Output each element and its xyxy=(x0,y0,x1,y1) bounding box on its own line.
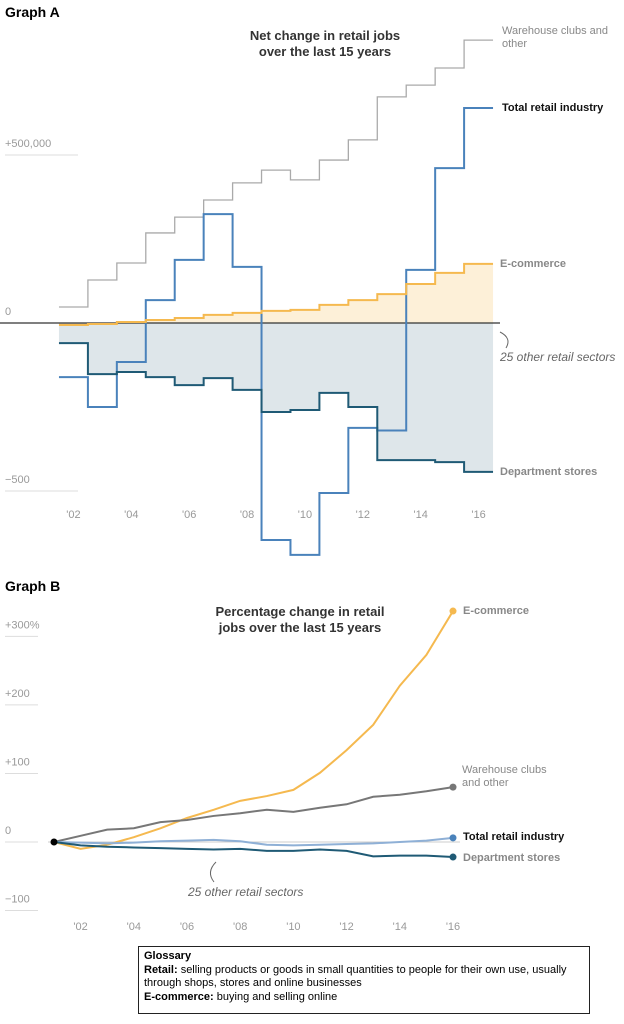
x-tick-label: '16 xyxy=(471,509,485,521)
end-dot xyxy=(449,834,457,842)
glossary-text: buying and selling online xyxy=(216,990,338,1003)
step-line xyxy=(58,262,494,327)
annotation: 25 other retail sectors xyxy=(188,885,304,899)
y-tick-label: +300% xyxy=(5,619,40,631)
series-label: Department stores xyxy=(463,852,561,864)
end-dot xyxy=(449,607,457,615)
series-label: Warehouse clubs and other xyxy=(462,764,547,789)
x-tick-label: '16 xyxy=(446,921,460,933)
chart-title: Net change in retail jobs over the last … xyxy=(249,28,401,59)
step-line xyxy=(58,106,494,556)
y-tick-label: 0 xyxy=(5,825,11,837)
chart-heading: Graph A xyxy=(5,4,60,20)
x-tick-label: '08 xyxy=(240,509,254,521)
x-tick-label: '04 xyxy=(124,509,138,521)
x-tick-label: '08 xyxy=(233,921,247,933)
line xyxy=(53,610,454,850)
glossary: Glossary Retail: selling products or goo… xyxy=(138,946,590,1014)
step-line xyxy=(58,342,494,473)
glossary-text: selling products or goods in small quant… xyxy=(144,963,567,990)
chart-heading: Graph B xyxy=(5,578,61,594)
area xyxy=(58,263,494,326)
x-tick-label: '10 xyxy=(286,921,300,933)
line xyxy=(53,786,454,843)
x-tick-label: '14 xyxy=(393,921,407,933)
series-label: E-commerce xyxy=(500,258,567,270)
x-tick-label: '12 xyxy=(356,509,370,521)
glossary-term: E-commerce: xyxy=(144,990,214,1003)
x-tick-label: '04 xyxy=(127,921,141,933)
x-tick-label: '06 xyxy=(180,921,194,933)
start-dot xyxy=(50,838,58,846)
end-dot xyxy=(449,783,457,791)
line xyxy=(53,836,454,847)
glossary-entry: Retail: selling products or goods in sma… xyxy=(144,964,584,991)
x-tick-label: '06 xyxy=(182,509,196,521)
series-label: Total retail industry xyxy=(463,831,565,843)
glossary-title: Glossary xyxy=(144,950,192,962)
x-tick-label: '02 xyxy=(73,921,87,933)
area xyxy=(58,323,494,472)
series-label: Warehouse clubs and other xyxy=(502,25,608,50)
end-dot xyxy=(449,853,457,861)
glossary-term: Retail: xyxy=(144,963,178,976)
series-label: Total retail industry xyxy=(502,102,604,114)
y-tick-label: +100 xyxy=(5,756,30,768)
step-line xyxy=(58,39,494,308)
annotation-arrow xyxy=(499,331,509,349)
chart-title: Percentage change in retail jobs over th… xyxy=(215,604,385,635)
y-tick-label: −100 xyxy=(5,894,30,906)
glossary-entry: E-commerce: buying and selling online xyxy=(144,991,584,1005)
x-tick-label: '02 xyxy=(66,509,80,521)
x-tick-label: '14 xyxy=(414,509,428,521)
series-label: E-commerce xyxy=(463,605,530,617)
annotation-arrow xyxy=(210,861,217,883)
y-tick-label: +200 xyxy=(5,688,30,700)
annotation: 25 other retail sectors xyxy=(500,350,616,364)
x-tick-label: '10 xyxy=(298,509,312,521)
y-tick-label: −500 xyxy=(5,474,30,486)
series-label: Department stores xyxy=(500,466,598,478)
line xyxy=(53,840,454,859)
y-tick-label: 0 xyxy=(5,306,11,318)
y-tick-label: +500,000 xyxy=(5,138,51,150)
x-tick-label: '12 xyxy=(339,921,353,933)
